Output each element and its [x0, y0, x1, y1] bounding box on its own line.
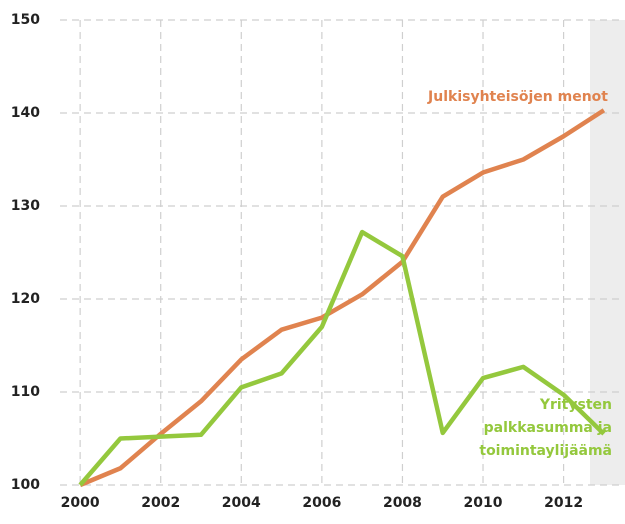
- x-tick-label: 2004: [222, 495, 261, 511]
- data-line: [78, 229, 606, 487]
- y-tick-label: 150: [11, 12, 40, 28]
- x-tick-label: 2000: [61, 495, 100, 511]
- data-line: [79, 108, 606, 488]
- x-tick-label: 2008: [383, 495, 422, 511]
- series-label: Julkisyhteisöjen menot: [427, 89, 608, 105]
- y-tick-label: 130: [11, 198, 40, 214]
- x-tick-label: 2010: [464, 495, 503, 511]
- x-tick-label: 2006: [302, 495, 341, 511]
- series-label: palkkasumma ja: [484, 420, 612, 436]
- y-tick-label: 120: [11, 291, 40, 307]
- shaded-period: [590, 20, 625, 485]
- y-tick-label: 100: [11, 477, 40, 493]
- series-label: Yritysten: [539, 397, 612, 413]
- x-tick-label: 2012: [544, 495, 583, 511]
- y-tick-label: 140: [11, 105, 40, 121]
- y-tick-label: 110: [11, 384, 40, 400]
- series-label: toimintaylijäämä: [479, 443, 612, 459]
- x-tick-label: 2002: [141, 495, 180, 511]
